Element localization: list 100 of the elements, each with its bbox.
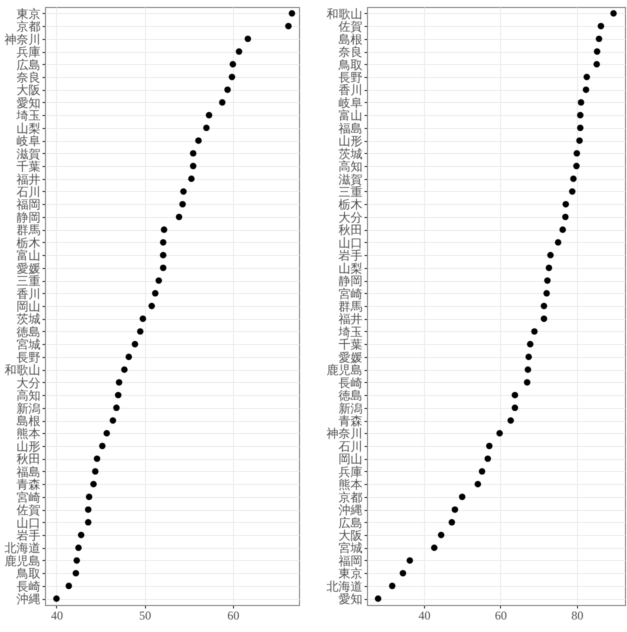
y-tick-label: 熊本 bbox=[16, 426, 40, 441]
y-tick-label: 福島 bbox=[16, 464, 40, 479]
y-tick-label: 富山 bbox=[16, 248, 40, 263]
point bbox=[573, 162, 580, 170]
point bbox=[92, 468, 99, 475]
y-tick-label: 愛知 bbox=[338, 592, 362, 606]
point bbox=[400, 570, 406, 576]
y-tick-label: 大阪 bbox=[16, 83, 40, 98]
y-tick-label: 和歌山 bbox=[4, 363, 40, 378]
point bbox=[478, 468, 486, 475]
y-tick-label: 千葉 bbox=[16, 160, 40, 174]
point bbox=[113, 404, 120, 412]
y-tick-label: 福島 bbox=[338, 121, 362, 136]
y-tick-label: 千葉 bbox=[338, 338, 362, 352]
y-tick-label: 徳島 bbox=[16, 324, 40, 339]
y-tick-label: 秋田 bbox=[16, 452, 40, 466]
point bbox=[72, 570, 80, 576]
y-tick-label: 福井 bbox=[338, 312, 362, 326]
y-tick-label: 北海道 bbox=[326, 579, 362, 594]
point bbox=[438, 532, 444, 538]
point bbox=[99, 442, 106, 450]
y-tick-label: 福井 bbox=[16, 172, 40, 186]
y-tick-label: 神奈川 bbox=[326, 426, 362, 441]
y-tick-label: 香川 bbox=[16, 286, 40, 301]
point bbox=[244, 36, 252, 42]
point bbox=[562, 214, 569, 220]
point bbox=[126, 354, 132, 360]
point bbox=[75, 544, 82, 551]
y-tick-label: 大分 bbox=[338, 210, 362, 224]
y-tick-label: 京都 bbox=[16, 20, 40, 34]
point bbox=[160, 264, 166, 272]
y-tick-label: 石川 bbox=[338, 439, 362, 454]
point bbox=[474, 480, 482, 488]
point bbox=[228, 74, 236, 80]
y-tick-label: 栃木 bbox=[16, 236, 40, 250]
point bbox=[543, 290, 550, 297]
y-tick-label: 岐阜 bbox=[338, 96, 362, 110]
point bbox=[452, 506, 458, 513]
y-tick-label: 山梨 bbox=[338, 261, 362, 276]
y-tick-label: 鳥取 bbox=[338, 58, 362, 72]
point bbox=[562, 200, 569, 208]
point bbox=[577, 112, 584, 118]
point bbox=[148, 302, 155, 310]
point bbox=[140, 315, 146, 322]
point bbox=[116, 379, 122, 386]
y-tick-label: 東京 bbox=[16, 6, 40, 21]
point bbox=[137, 328, 144, 335]
y-tick-label: 山形 bbox=[338, 134, 362, 148]
y-tick-label: 兵庫 bbox=[338, 464, 362, 479]
point bbox=[160, 252, 166, 258]
point bbox=[554, 239, 562, 246]
point bbox=[484, 455, 492, 462]
y-tick-label: 愛媛 bbox=[338, 350, 362, 364]
point bbox=[406, 557, 414, 564]
y-tick-label: 鳥取 bbox=[16, 566, 40, 581]
y-tick-label: 新潟 bbox=[338, 401, 362, 416]
point bbox=[574, 150, 580, 157]
point bbox=[190, 150, 196, 157]
y-tick-label: 兵庫 bbox=[16, 45, 40, 60]
y-tick-label: 岡山 bbox=[16, 300, 40, 314]
y-tick-label: 奈良 bbox=[16, 70, 40, 84]
point bbox=[577, 124, 584, 132]
y-tick-label: 岡山 bbox=[338, 452, 362, 466]
y-tick-label: 福岡 bbox=[16, 198, 40, 212]
point bbox=[236, 48, 242, 55]
y-tick-label: 群馬 bbox=[16, 223, 40, 238]
point bbox=[288, 10, 296, 17]
y-tick-label: 奈良 bbox=[338, 45, 362, 60]
y-tick-label: 愛知 bbox=[16, 96, 40, 110]
y-tick-label: 佐賀 bbox=[338, 20, 362, 34]
point bbox=[458, 494, 466, 500]
y-tick-label: 青森 bbox=[16, 478, 40, 492]
point bbox=[596, 36, 602, 42]
y-tick-label: 長崎 bbox=[338, 376, 362, 390]
point bbox=[374, 595, 382, 602]
y-tick-label: 東京 bbox=[338, 566, 362, 581]
y-tick-label: 北海道 bbox=[4, 541, 40, 556]
y-tick-label: 三重 bbox=[338, 184, 362, 199]
point bbox=[219, 99, 226, 106]
y-tick-label: 沖縄 bbox=[338, 503, 362, 518]
point bbox=[152, 290, 158, 297]
point bbox=[570, 176, 577, 182]
y-tick-label: 長野 bbox=[16, 350, 40, 364]
y-tick-label: 静岡 bbox=[16, 210, 40, 224]
point bbox=[121, 366, 128, 373]
y-tick-label: 広島 bbox=[338, 516, 362, 530]
y-tick-label: 熊本 bbox=[338, 478, 362, 492]
y-tick-label: 岩手 bbox=[16, 528, 40, 543]
point bbox=[540, 315, 548, 322]
y-tick-label: 佐賀 bbox=[16, 503, 40, 518]
y-tick-label: 長野 bbox=[338, 70, 362, 84]
point bbox=[524, 379, 530, 386]
x-tick-label: 60 bbox=[494, 608, 507, 622]
x-tick-label: 80 bbox=[571, 608, 584, 622]
point bbox=[576, 137, 583, 144]
point bbox=[594, 48, 600, 55]
y-tick-label: 沖縄 bbox=[16, 592, 40, 606]
y-tick-label: 青森 bbox=[338, 414, 362, 428]
point bbox=[179, 200, 186, 208]
point bbox=[78, 532, 84, 538]
